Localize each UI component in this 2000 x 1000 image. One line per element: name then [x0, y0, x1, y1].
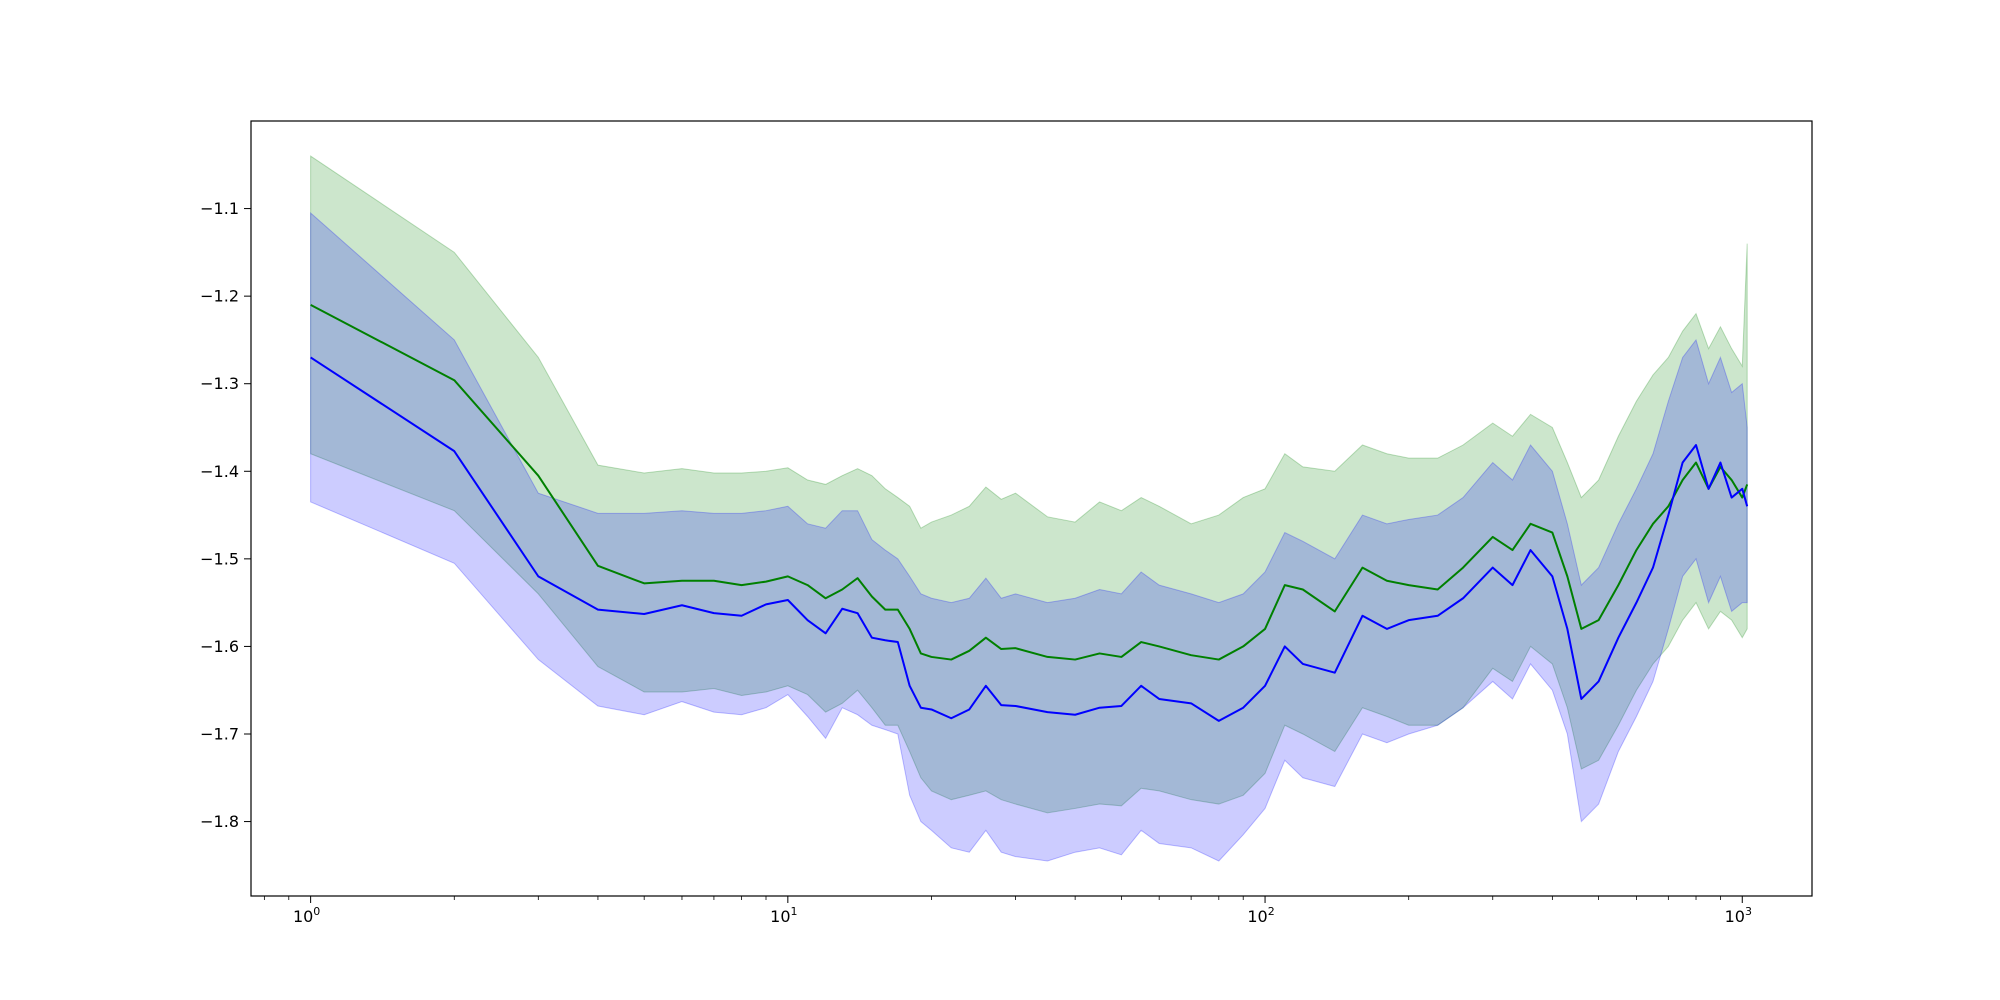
line-series-2: [310, 356, 1749, 722]
y-tick-label: −1.7: [200, 724, 239, 743]
y-tick-label: −1.3: [200, 374, 239, 393]
y-tick-label: −1.6: [200, 637, 239, 656]
x-tick-base: 10: [293, 907, 313, 926]
x-tick-label: 101: [770, 905, 797, 926]
y-axis: −1.1 −1.2 −1.3 −1.4 −1.5 −1.6 −1.7 −1.8: [200, 199, 251, 831]
x-axis: 100 101 102 103: [263, 896, 1752, 926]
x-tick-exponent: 2: [1268, 905, 1275, 918]
band-series-1: [310, 155, 1748, 814]
x-tick-base: 10: [1725, 907, 1745, 926]
plot-area-frame: [250, 120, 1813, 897]
band-series-2: [310, 211, 1748, 862]
x-tick-label: 103: [1725, 905, 1752, 926]
x-tick-label: 100: [293, 905, 320, 926]
line-series-1: [310, 304, 1749, 661]
x-tick-exponent: 1: [791, 905, 798, 918]
confidence-bands: [310, 155, 1748, 862]
y-tick-label: −1.2: [200, 287, 239, 306]
x-tick-exponent: 3: [1745, 905, 1752, 918]
x-tick-base: 10: [770, 907, 790, 926]
y-tick-label: −1.5: [200, 549, 239, 568]
y-tick-label: −1.1: [200, 199, 239, 218]
y-tick-label: −1.4: [200, 462, 239, 481]
x-tick-label: 102: [1247, 905, 1274, 926]
y-tick-label: −1.8: [200, 812, 239, 831]
series-lines: [310, 304, 1749, 722]
x-tick-exponent: 0: [313, 905, 320, 918]
x-tick-base: 10: [1247, 907, 1267, 926]
